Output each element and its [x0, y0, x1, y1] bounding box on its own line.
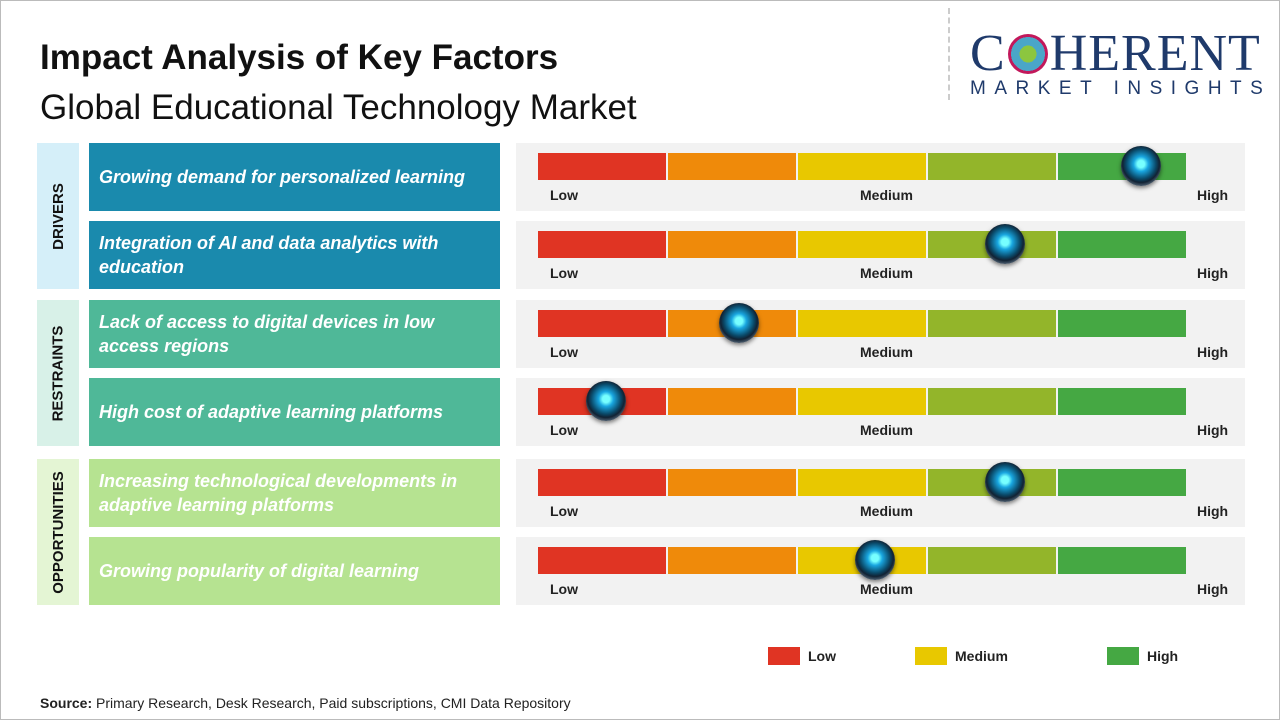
legend-item: Low	[768, 647, 836, 665]
scale-label-low: Low	[550, 344, 578, 360]
gauge-segment	[1058, 310, 1186, 337]
scale-label-medium: Medium	[860, 422, 913, 438]
scale-label-medium: Medium	[860, 187, 913, 203]
legend-swatch	[915, 647, 947, 665]
gauge-bar	[538, 310, 1186, 337]
gauge-segment	[798, 310, 926, 337]
scale-label-low: Low	[550, 581, 578, 597]
gauge-segment	[668, 231, 796, 258]
legend-item: Medium	[915, 647, 1008, 665]
gauge-segment	[538, 310, 666, 337]
category-label: OPPORTUNITIES	[49, 470, 67, 594]
gauge-bar	[538, 388, 1186, 415]
gauge-segment	[928, 388, 1056, 415]
scale-label-low: Low	[550, 503, 578, 519]
gauge-bar	[538, 231, 1186, 258]
impact-marker	[1120, 146, 1161, 186]
impact-marker	[984, 224, 1025, 264]
category-drivers: DRIVERS	[37, 143, 79, 289]
scale-label-medium: Medium	[860, 581, 913, 597]
gauge-segment	[538, 153, 666, 180]
impact-gauge: Low Medium High	[516, 300, 1245, 368]
gauge-segment	[1058, 547, 1186, 574]
legend-label: High	[1147, 648, 1179, 664]
category-label: RESTRAINTS	[49, 325, 67, 421]
gauge-segment	[798, 153, 926, 180]
gauge-segment	[798, 231, 926, 258]
scale-label-high: High	[1197, 422, 1229, 438]
gauge-segment	[798, 388, 926, 415]
legend-swatch	[768, 647, 800, 665]
gauge-bar	[538, 153, 1186, 180]
legend-item: High	[1107, 647, 1178, 665]
gauge-segment	[668, 469, 796, 496]
globe-icon	[1007, 34, 1048, 74]
scale-label-low: Low	[550, 422, 578, 438]
impact-marker	[718, 303, 759, 343]
gauge-segment	[538, 547, 666, 574]
impact-gauge: Low Medium High	[516, 221, 1245, 289]
scale-label-medium: Medium	[860, 344, 913, 360]
impact-gauge: Low Medium High	[516, 537, 1245, 605]
legend-label: Medium	[955, 648, 1008, 664]
gauge-segment	[798, 469, 926, 496]
impact-gauge: Low Medium High	[516, 143, 1245, 211]
scale-label-high: High	[1197, 503, 1229, 519]
impact-marker	[984, 462, 1025, 502]
scale-label-high: High	[1197, 187, 1229, 203]
scale-label-medium: Medium	[860, 503, 913, 519]
gauge-segment	[1058, 469, 1186, 496]
gauge-segment	[1058, 388, 1186, 415]
divider	[948, 8, 950, 100]
gauge-segment	[668, 547, 796, 574]
page-subtitle: Global Educational Technology Market	[40, 88, 637, 127]
scale-label-high: High	[1197, 265, 1229, 281]
gauge-segment	[1058, 231, 1186, 258]
gauge-segment	[668, 388, 796, 415]
scale-label-high: High	[1197, 344, 1229, 360]
gauge-segment	[668, 153, 796, 180]
scale-label-high: High	[1197, 581, 1229, 597]
factor-label: Integration of AI and data analytics wit…	[89, 221, 500, 289]
legend-label: Low	[808, 648, 836, 664]
page-title: Impact Analysis of Key Factors	[40, 38, 559, 77]
impact-gauge: Low Medium High	[516, 378, 1245, 446]
impact-marker	[854, 540, 895, 580]
impact-gauge: Low Medium High	[516, 459, 1245, 527]
legend-swatch	[1107, 647, 1139, 665]
gauge-bar	[538, 547, 1186, 574]
source: Source: Primary Research, Desk Research,…	[40, 695, 571, 711]
factor-label: Growing demand for personalized learning	[89, 143, 500, 211]
scale-label-low: Low	[550, 265, 578, 281]
category-restraints: RESTRAINTS	[37, 300, 79, 446]
category-opportunities: OPPORTUNITIES	[37, 459, 79, 605]
logo: C HERENT MARKET INSIGHTS	[970, 25, 1272, 100]
factor-label: High cost of adaptive learning platforms	[89, 378, 500, 446]
gauge-segment	[928, 153, 1056, 180]
gauge-segment	[538, 231, 666, 258]
scale-label-medium: Medium	[860, 265, 913, 281]
gauge-segment	[928, 547, 1056, 574]
gauge-bar	[538, 469, 1186, 496]
factor-label: Increasing technological developments in…	[89, 459, 500, 527]
gauge-segment	[928, 310, 1056, 337]
factor-label: Growing popularity of digital learning	[89, 537, 500, 605]
gauge-segment	[538, 469, 666, 496]
impact-marker	[586, 381, 627, 421]
category-label: DRIVERS	[49, 182, 67, 250]
factor-label: Lack of access to digital devices in low…	[89, 300, 500, 368]
scale-label-low: Low	[550, 187, 578, 203]
